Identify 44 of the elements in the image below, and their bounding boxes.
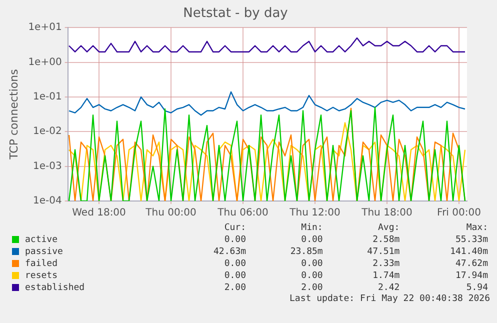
text: 0.00 <box>300 258 324 270</box>
y-tick-label: 1e-03 <box>32 160 62 172</box>
text: Cur: <box>223 222 248 234</box>
text: 5.94 <box>465 282 489 294</box>
text: 1.74m <box>372 270 401 282</box>
y-tick-label: 1e-04 <box>32 196 62 207</box>
text: 23.85m <box>289 246 324 258</box>
text: Min: <box>300 222 324 234</box>
text: 0.00 <box>300 234 324 246</box>
x-tick-label: Wed 18:00 <box>72 208 126 219</box>
text: 141.40m <box>449 246 489 258</box>
y-tick-label: 1e-02 <box>32 126 62 138</box>
text: Last update: Fri May 22 00:40:38 2026 <box>288 294 490 304</box>
text: 0.00 <box>223 234 248 246</box>
text: 2.00 <box>300 282 324 294</box>
y-tick-label: 1e+00 <box>28 56 62 68</box>
legend-label: failed <box>24 258 59 270</box>
x-tick-label: Thu 00:00 <box>144 208 196 219</box>
legend-label: established <box>24 282 86 294</box>
text: 2.33m <box>372 258 401 270</box>
text: 47.62m <box>454 258 489 270</box>
legend-label: active <box>24 234 59 246</box>
chart-title: Netstat - by day <box>183 6 288 22</box>
text: 2.42 <box>377 282 401 294</box>
text: Avg: <box>377 222 401 234</box>
y-tick-label: 1e-01 <box>32 92 62 103</box>
text: 2.00 <box>223 282 248 294</box>
y-axis-title: TCP connections <box>7 68 20 160</box>
text: 0.00 <box>223 270 248 282</box>
x-tick-label: Thu 12:00 <box>288 208 340 219</box>
x-tick-label: Thu 06:00 <box>216 208 268 219</box>
legend-label: resets <box>24 270 59 282</box>
text: 0.00 <box>300 270 324 282</box>
text: 2.58m <box>372 234 401 246</box>
x-tick-label: Thu 18:00 <box>360 208 412 219</box>
text: 0.00 <box>223 258 248 270</box>
text: 55.33m <box>454 234 489 246</box>
text: 42.63m <box>212 246 248 258</box>
text: Max: <box>465 222 489 234</box>
y-tick-label: 1e+01 <box>28 22 62 34</box>
text: 17.94m <box>454 270 489 282</box>
x-tick-label: Fri 00:00 <box>437 208 481 219</box>
legend-label: passive <box>24 246 64 258</box>
text: 47.51m <box>366 246 401 258</box>
